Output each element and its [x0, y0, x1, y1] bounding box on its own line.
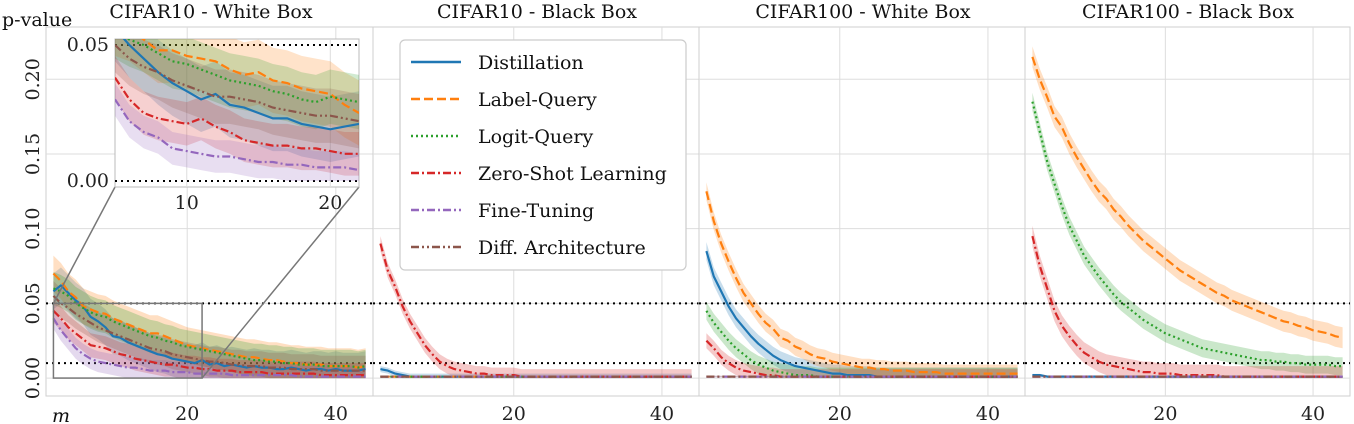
legend-label-label_query: Label-Query	[478, 89, 597, 111]
band-distillation	[53, 267, 366, 379]
x-tick-label: 40	[976, 403, 1000, 424]
x-tick-label: 20	[502, 403, 526, 424]
legend-box	[399, 39, 687, 271]
inset-band-zero_shot	[115, 55, 359, 176]
inset-frame	[114, 38, 360, 188]
zoom-box	[52, 302, 203, 379]
legend: Distillation Label-Query Logit-Query Zero-S…	[399, 39, 687, 271]
zoom-inset: 10 20 0.00 0.05	[52, 34, 360, 379]
x-tick-label: 40	[324, 403, 348, 424]
inset-line-distillation	[122, 39, 359, 131]
inset-y-tick-label: 0.05	[67, 34, 109, 56]
line-logit_query	[1031, 101, 1343, 368]
line-diff_arch	[52, 295, 366, 372]
band-label_query	[53, 255, 366, 379]
band-logit_query	[706, 301, 1018, 379]
panel-1-title: CIFAR10 - White Box	[109, 1, 312, 23]
y-axis-label: p-value	[2, 9, 72, 31]
x-tick-label: 20	[175, 403, 199, 424]
panel-4-title: CIFAR100 - Black Box	[1082, 1, 1294, 23]
inset-x-tick-label: 10	[175, 192, 199, 214]
legend-label-fine_tuning: Fine-Tuning	[478, 200, 594, 222]
y-tick-label: 0.15	[22, 133, 44, 175]
inset-line-label_query	[141, 39, 359, 114]
inset-band-diff_arch	[115, 39, 359, 149]
legend-label-logit_query: Logit-Query	[478, 126, 593, 148]
band-distillation	[380, 366, 692, 379]
x-axis-label: m	[52, 405, 70, 424]
inset-y-tick-label: 0.00	[67, 170, 109, 192]
panel-3: 20 40	[698, 26, 1026, 424]
y-tick-label: 0.00	[22, 357, 44, 399]
legend-label-diff_arch: Diff. Architecture	[478, 237, 646, 259]
inset-band-label_query	[115, 39, 359, 146]
y-tick-label: 0.05	[22, 282, 44, 324]
x-tick-label: 20	[828, 403, 852, 424]
legend-label-zero_shot: Zero-Shot Learning	[478, 163, 667, 185]
inset-x-tick-label: 20	[318, 192, 342, 214]
band-logit_query	[53, 272, 366, 379]
zoom-connector-right	[201, 186, 360, 379]
inset-band-fine_tuning	[115, 83, 359, 181]
inset-plot-area	[115, 39, 359, 181]
band-fine_tuning	[53, 307, 366, 379]
panel-1: 20 40 0.00 0.05 0.10 0.15 0.20	[22, 26, 374, 424]
panel-3-title: CIFAR100 - White Box	[755, 1, 971, 23]
line-fine_tuning	[52, 317, 366, 378]
panel-2-title: CIFAR10 - Black Box	[437, 1, 637, 23]
band-zero_shot	[53, 298, 366, 379]
inset-line-logit_query	[126, 39, 359, 104]
line-label_query	[705, 191, 1018, 375]
y-tick-label: 0.10	[22, 208, 44, 250]
inset-line-diff_arch	[115, 44, 359, 123]
inset-line-zero_shot	[115, 76, 359, 155]
inset-band-logit_query	[115, 39, 359, 130]
x-tick-label: 20	[1153, 403, 1177, 424]
inset-line-fine_tuning	[115, 98, 359, 172]
line-label_query	[1031, 56, 1343, 339]
line-logit_query	[52, 287, 366, 369]
y-tick-label: 0.20	[22, 58, 44, 100]
line-label_query	[52, 272, 366, 369]
band-diff_arch	[53, 281, 366, 379]
inset-band-distillation	[115, 39, 359, 162]
zoom-connector-left	[52, 186, 116, 304]
panel-frame	[1024, 26, 1351, 397]
panel-4: 20 40	[1024, 26, 1351, 424]
legend-label-distillation: Distillation	[478, 52, 584, 74]
x-tick-label: 40	[1301, 403, 1325, 424]
panel-frame	[698, 26, 1026, 397]
x-tick-label: 40	[650, 403, 674, 424]
